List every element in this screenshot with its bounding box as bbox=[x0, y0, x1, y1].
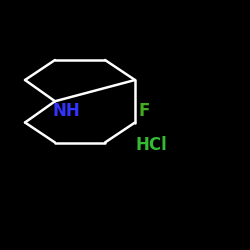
Text: F: F bbox=[138, 102, 149, 120]
Text: NH: NH bbox=[52, 102, 80, 120]
Text: HCl: HCl bbox=[136, 136, 167, 154]
